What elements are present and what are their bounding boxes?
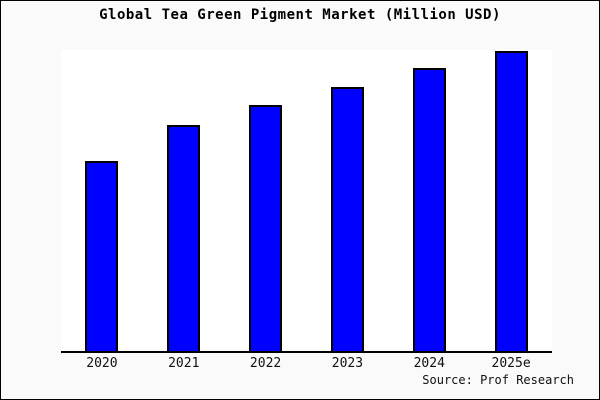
x-tick-label-2021: 2021 xyxy=(168,356,200,371)
bar-2020 xyxy=(85,161,119,351)
x-tick-label-2022: 2022 xyxy=(249,356,282,371)
source-note: Source: Prof Research xyxy=(422,373,574,387)
x-tick-label-2025e: 2025e xyxy=(491,356,531,371)
bar-2021 xyxy=(167,125,201,351)
x-tick-label-2024: 2024 xyxy=(413,356,445,371)
bar-2022 xyxy=(249,105,283,351)
plot-area xyxy=(61,50,552,353)
bar-2024 xyxy=(412,68,446,351)
bar-2025e xyxy=(494,51,528,351)
chart-title: Global Tea Green Pigment Market (Million… xyxy=(99,7,501,23)
x-tick-label-2023: 2023 xyxy=(331,356,364,371)
x-tick-label-2020: 2020 xyxy=(86,356,118,371)
bar-2023 xyxy=(330,87,364,351)
